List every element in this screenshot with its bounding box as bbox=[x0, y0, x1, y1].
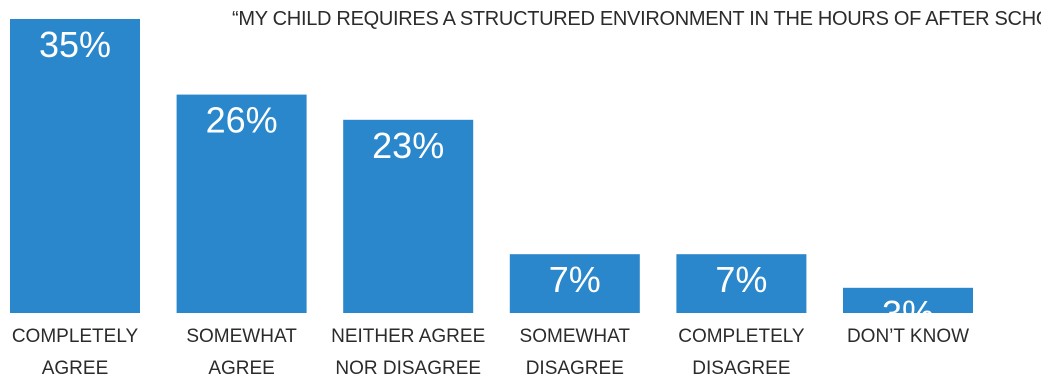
category-label-2-line-2: AGREE bbox=[208, 358, 275, 379]
chart-title-text: “MY CHILD REQUIRES A STRUCTURED ENVIRONM… bbox=[232, 8, 1041, 30]
category-label-1-line-2: AGREE bbox=[42, 358, 109, 379]
category-label-4-line-2: DISAGREE bbox=[526, 358, 624, 379]
bar-4 bbox=[509, 254, 640, 313]
data-label-4: 7% bbox=[549, 259, 601, 300]
data-label-1: 35% bbox=[39, 24, 111, 65]
data-label-5: 7% bbox=[715, 259, 767, 300]
category-label-3-line-2: NOR DISAGREE bbox=[335, 358, 481, 379]
data-label-6: 3% bbox=[882, 293, 934, 334]
category-label-4-line-1: SOMEWHAT bbox=[520, 326, 631, 347]
bar-6 bbox=[843, 287, 973, 313]
bar-2 bbox=[176, 94, 307, 313]
data-label-2: 26% bbox=[206, 100, 278, 141]
bar-3 bbox=[343, 119, 474, 313]
bar-5 bbox=[676, 254, 807, 313]
category-label-5-line-1: COMPLETELY bbox=[678, 326, 805, 347]
data-label-3: 23% bbox=[372, 125, 444, 166]
bar-1 bbox=[10, 19, 140, 313]
chart-title: “MY CHILD REQUIRES A STRUCTURED ENVIRONM… bbox=[232, 8, 1041, 31]
category-label-2-line-1: SOMEWHAT bbox=[186, 326, 297, 347]
category-label-3-line-1: NEITHER AGREE bbox=[331, 326, 485, 347]
category-label-6-line-1: DON’T KNOW bbox=[847, 326, 969, 347]
category-label-1-line-1: COMPLETELY bbox=[12, 326, 139, 347]
category-label-5-line-2: DISAGREE bbox=[692, 358, 790, 379]
